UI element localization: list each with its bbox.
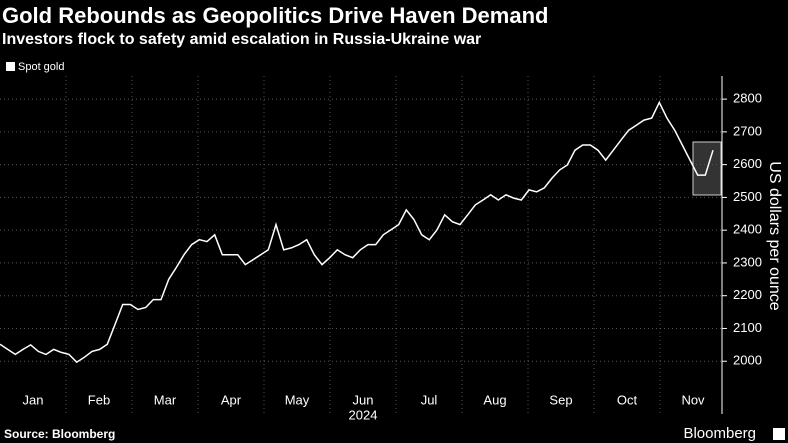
y-axis-label: US dollars per ounce [766,161,783,311]
x-tick-label: Jun [353,392,374,407]
legend-swatch [6,62,15,71]
x-tick-label: Oct [617,392,638,407]
y-tick-label: 2500 [733,189,762,204]
x-tick-label: Feb [88,392,110,407]
x-tick-label: Apr [221,392,242,407]
x-tick-label: May [285,392,310,407]
line [0,100,714,364]
x-year-label: 2024 [349,407,378,422]
legend-label: Spot gold [18,61,64,73]
y-tick-label: 2000 [733,353,762,368]
y-tick-label: 2600 [733,156,762,171]
y-tick-label: 2400 [733,222,762,237]
y-tick-label: 2100 [733,320,762,335]
x-tick-label: Aug [483,392,506,407]
chart-subtitle: Investors flock to safety amid escalatio… [2,31,481,48]
x-tick-label: Mar [154,392,177,407]
source: Source: Bloomberg [4,427,115,441]
chart-title: Gold Rebounds as Geopolitics Drive Haven… [2,3,548,28]
y-tick-label: 2200 [733,287,762,302]
y-tick-label: 2300 [733,254,762,269]
brand: Bloomberg [683,425,756,442]
y-tick-label: 2800 [733,91,762,106]
x-tick-label: Sep [549,392,572,407]
x-tick-label: Jan [23,392,44,407]
x-tick-label: Jul [421,392,438,407]
x-tick-label: Nov [681,392,705,407]
brand-icon [773,428,785,440]
y-tick-label: 2700 [733,123,762,138]
